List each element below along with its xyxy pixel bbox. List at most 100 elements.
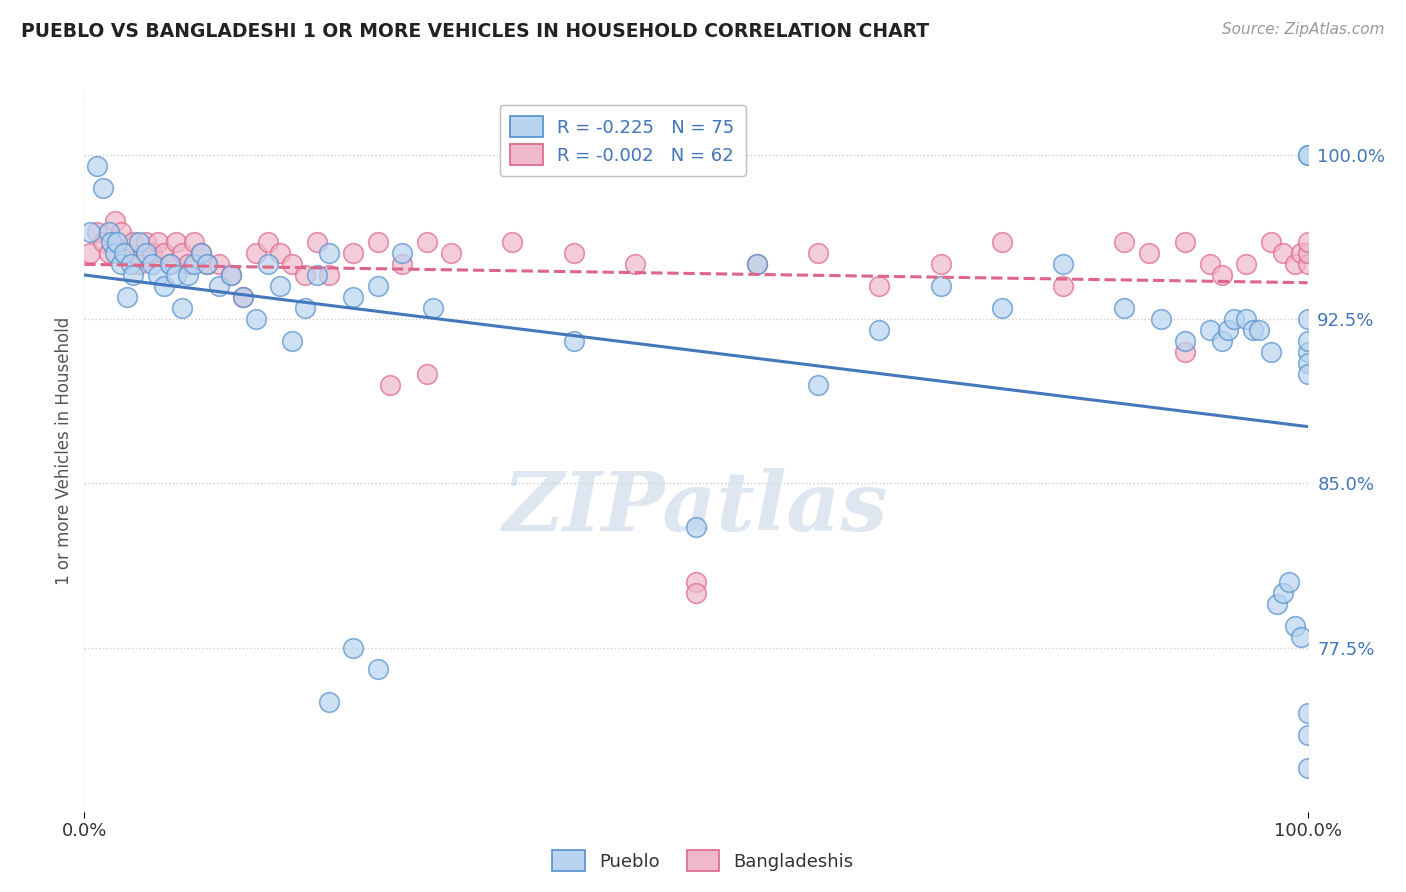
Point — [1150, 312, 1173, 326]
Point — [257, 235, 280, 250]
Point — [1211, 268, 1233, 283]
Point — [685, 574, 707, 589]
Point — [1296, 728, 1319, 742]
Point — [281, 257, 304, 271]
Point — [807, 377, 830, 392]
Point — [1284, 618, 1306, 632]
Point — [342, 640, 364, 655]
Point — [91, 180, 114, 194]
Point — [342, 246, 364, 260]
Point — [1296, 334, 1319, 348]
Point — [929, 257, 952, 271]
Point — [122, 268, 145, 283]
Text: ZIPatlas: ZIPatlas — [503, 468, 889, 549]
Point — [79, 225, 101, 239]
Point — [416, 235, 439, 250]
Point — [177, 257, 200, 271]
Point — [440, 246, 463, 260]
Legend: Pueblo, Bangladeshis: Pueblo, Bangladeshis — [546, 843, 860, 879]
Point — [1260, 235, 1282, 250]
Point — [112, 246, 135, 260]
Point — [367, 279, 389, 293]
Point — [380, 377, 402, 392]
Point — [153, 246, 176, 260]
Point — [190, 246, 212, 260]
Point — [128, 257, 150, 271]
Point — [219, 268, 242, 283]
Point — [685, 586, 707, 600]
Legend: R = -0.225   N = 75, R = -0.002   N = 62: R = -0.225 N = 75, R = -0.002 N = 62 — [499, 105, 745, 176]
Point — [342, 290, 364, 304]
Point — [1296, 761, 1319, 775]
Point — [165, 235, 187, 250]
Point — [110, 225, 132, 239]
Point — [1296, 257, 1319, 271]
Point — [1198, 323, 1220, 337]
Point — [807, 246, 830, 260]
Point — [195, 257, 218, 271]
Point — [1174, 235, 1197, 250]
Point — [1114, 301, 1136, 315]
Point — [1296, 148, 1319, 162]
Text: PUEBLO VS BANGLADESHI 1 OR MORE VEHICLES IN HOUSEHOLD CORRELATION CHART: PUEBLO VS BANGLADESHI 1 OR MORE VEHICLES… — [21, 22, 929, 41]
Point — [869, 279, 891, 293]
Point — [269, 279, 291, 293]
Point — [1223, 312, 1246, 326]
Y-axis label: 1 or more Vehicles in Household: 1 or more Vehicles in Household — [55, 317, 73, 584]
Point — [146, 268, 169, 283]
Point — [245, 312, 267, 326]
Point — [110, 257, 132, 271]
Point — [318, 695, 340, 709]
Point — [422, 301, 444, 315]
Point — [624, 257, 647, 271]
Point — [367, 235, 389, 250]
Point — [141, 257, 163, 271]
Point — [416, 367, 439, 381]
Point — [1291, 246, 1313, 260]
Point — [1247, 323, 1270, 337]
Point — [195, 257, 218, 271]
Point — [562, 334, 585, 348]
Point — [1296, 312, 1319, 326]
Point — [1216, 323, 1239, 337]
Point — [97, 246, 120, 260]
Point — [1272, 246, 1295, 260]
Point — [104, 213, 127, 227]
Point — [128, 235, 150, 250]
Point — [1296, 148, 1319, 162]
Point — [1296, 367, 1319, 381]
Point — [1052, 279, 1074, 293]
Point — [391, 257, 413, 271]
Point — [1296, 246, 1319, 260]
Point — [562, 246, 585, 260]
Point — [1236, 257, 1258, 271]
Point — [172, 246, 194, 260]
Point — [1174, 334, 1197, 348]
Point — [305, 235, 328, 250]
Point — [294, 301, 316, 315]
Point — [183, 257, 205, 271]
Point — [1236, 312, 1258, 326]
Point — [232, 290, 254, 304]
Point — [1296, 356, 1319, 370]
Point — [257, 257, 280, 271]
Point — [165, 268, 187, 283]
Point — [190, 246, 212, 260]
Point — [135, 246, 157, 260]
Point — [1278, 574, 1301, 589]
Point — [100, 235, 122, 250]
Point — [146, 235, 169, 250]
Point — [367, 662, 389, 676]
Point — [172, 301, 194, 315]
Point — [153, 279, 176, 293]
Point — [86, 225, 108, 239]
Point — [269, 246, 291, 260]
Point — [219, 268, 242, 283]
Point — [1291, 630, 1313, 644]
Point — [929, 279, 952, 293]
Point — [177, 268, 200, 283]
Point — [391, 246, 413, 260]
Point — [183, 235, 205, 250]
Point — [1137, 246, 1160, 260]
Point — [1284, 257, 1306, 271]
